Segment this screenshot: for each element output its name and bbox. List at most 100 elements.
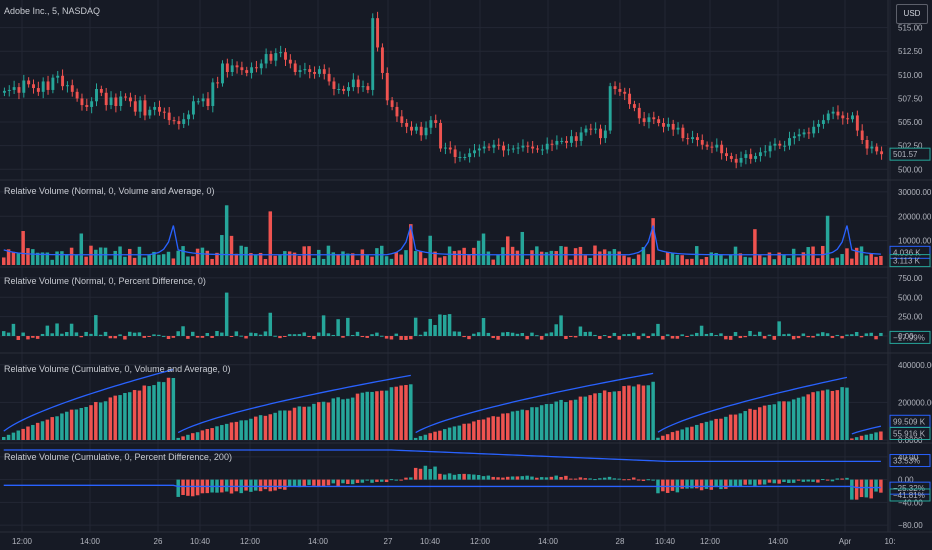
candle — [841, 115, 845, 119]
candle — [487, 146, 491, 148]
candle — [763, 151, 767, 153]
candle — [162, 111, 166, 113]
candle — [458, 157, 462, 158]
volume-bar — [879, 255, 883, 265]
cumpct-bar — [423, 465, 428, 480]
pct-bar — [389, 336, 394, 340]
pct-bar — [413, 317, 418, 336]
cumpct-bar — [336, 479, 340, 487]
candle — [623, 91, 627, 94]
candle — [695, 137, 699, 140]
last-price-label: 501.57 — [893, 150, 918, 159]
cumpct-bar — [433, 466, 437, 480]
volume-bar — [520, 231, 525, 265]
cum-volume-bar — [287, 410, 292, 440]
pct-bar — [535, 335, 539, 337]
pct-bar — [496, 336, 500, 340]
volume-bar — [229, 235, 234, 265]
cum-average-line — [415, 372, 654, 434]
volume-bar — [215, 252, 219, 265]
volume-bar — [510, 246, 515, 265]
cum-volume-bar — [704, 421, 709, 440]
currency-button[interactable]: USD — [896, 4, 928, 24]
pct-bar — [850, 334, 854, 336]
volume-bar — [249, 253, 253, 265]
pct-bar — [864, 333, 869, 336]
volume-bar — [147, 255, 151, 265]
vol-tick-label: 10000.00 — [898, 237, 932, 246]
cum-volume-bar — [501, 413, 505, 440]
cumpct-lower-line — [3, 484, 881, 489]
pct-bar — [263, 331, 268, 336]
candle — [230, 65, 234, 72]
candle — [506, 149, 510, 151]
volume-bar — [268, 211, 273, 265]
cum-volume-bar — [244, 420, 248, 440]
pct-bar — [457, 331, 462, 336]
pct-bar — [428, 318, 432, 336]
volume-bar — [530, 250, 534, 265]
candle — [768, 145, 772, 152]
pct-bar — [501, 332, 505, 336]
cum-volume-bar — [641, 385, 646, 440]
cumpct-bar — [854, 479, 859, 500]
cum-volume-bar — [506, 413, 510, 440]
cumpct-bar — [593, 479, 597, 481]
cumpct-bar — [869, 479, 873, 499]
cum-volume-bar — [854, 437, 859, 440]
candle — [589, 128, 593, 130]
cum-volume-bar — [21, 428, 25, 440]
volume-bar — [709, 252, 714, 265]
cum-volume-bar — [632, 386, 636, 440]
pct-bar — [758, 331, 762, 336]
volume-bar — [21, 231, 25, 265]
badge-pct — [889, 330, 931, 344]
volume-bar — [384, 256, 389, 265]
cumpct-bar — [859, 479, 864, 498]
cum-volume-bar — [384, 390, 389, 440]
time-axis-label: 12:00 — [700, 537, 721, 546]
candle — [27, 80, 31, 85]
cum-volume-bar — [544, 404, 549, 440]
cum-volume-bar — [438, 430, 442, 440]
volume-bar — [118, 246, 122, 265]
pct-bar — [670, 336, 675, 339]
pct-bar — [350, 334, 355, 336]
time-axis-label: 14:00 — [538, 537, 559, 546]
cumpct-bar — [811, 479, 815, 482]
pane-title-relvol2: Relative Volume (Normal, 0, Percent Diff… — [4, 276, 206, 286]
candle — [332, 81, 336, 89]
cum-volume-bar — [370, 391, 374, 440]
cumpct-bar — [287, 479, 292, 487]
volume-bar — [438, 257, 442, 265]
candle — [729, 156, 733, 159]
candle — [492, 144, 496, 148]
pct-bar — [234, 331, 239, 336]
pct-bar — [307, 336, 311, 338]
pct-bar — [229, 336, 234, 337]
volume-bar — [767, 252, 772, 265]
volume-bar — [200, 247, 205, 265]
pct-bar — [738, 336, 743, 339]
candle — [240, 67, 244, 71]
candle — [545, 143, 549, 150]
cum-volume-bar — [26, 426, 30, 440]
cum-volume-bar — [874, 432, 878, 440]
candle — [414, 126, 418, 131]
cumpct-bar — [481, 476, 486, 480]
cum-tick-label: 0.0000 — [898, 436, 923, 445]
candle — [594, 128, 598, 130]
candle — [628, 93, 632, 105]
pct-bar — [336, 319, 340, 336]
cum-volume-bar — [220, 425, 224, 440]
candle — [632, 104, 636, 108]
cumpct-bar — [767, 479, 772, 483]
cumpct-bar — [428, 469, 432, 480]
volume-average-line — [3, 225, 881, 256]
cum-volume-bar — [665, 434, 670, 440]
pct-bar — [191, 331, 195, 336]
volume-bar — [724, 258, 728, 265]
volume-bar — [622, 255, 626, 265]
cumpct-bar — [384, 479, 389, 483]
